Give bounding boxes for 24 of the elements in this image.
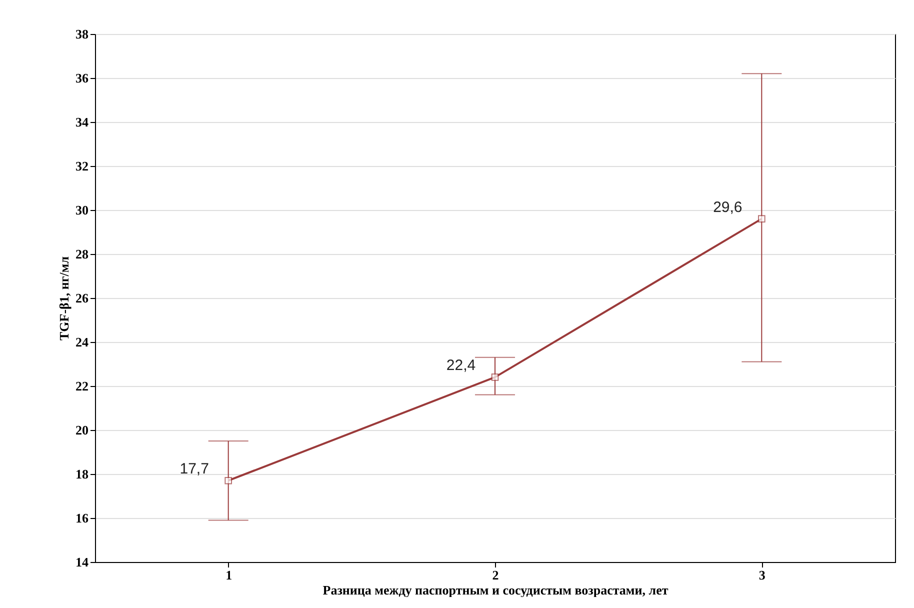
y-tick-label: 28 [76,246,89,262]
data-label: 22,4 [446,357,476,374]
y-tick-label: 14 [76,554,89,570]
y-tick-label: 22 [76,378,88,394]
x-tick-label: 1 [226,568,232,582]
y-tick-label: 34 [76,114,89,130]
y-tick-label: 38 [76,26,89,42]
data-label: 17,7 [180,460,209,478]
y-tick-label: 20 [76,422,88,438]
y-tick-label: 26 [76,290,89,306]
data-label: 29,6 [713,198,742,216]
y-tick-label: 16 [76,510,89,526]
x-axis-title: Разница между паспортным и сосудистым возрастами, лет [322,582,669,598]
y-axis-title: TGF-β1, нг/мл [56,256,72,341]
x-tick-label: 2 [492,568,499,582]
y-tick-label: 32 [76,158,88,174]
y-tick-label: 36 [76,70,89,86]
y-tick-label: 30 [76,202,88,218]
x-tick-label: 3 [758,568,766,582]
y-tick-label: 24 [76,334,89,350]
y-tick-label: 18 [76,466,89,482]
point [491,374,499,381]
point [224,476,232,484]
point [758,215,766,222]
